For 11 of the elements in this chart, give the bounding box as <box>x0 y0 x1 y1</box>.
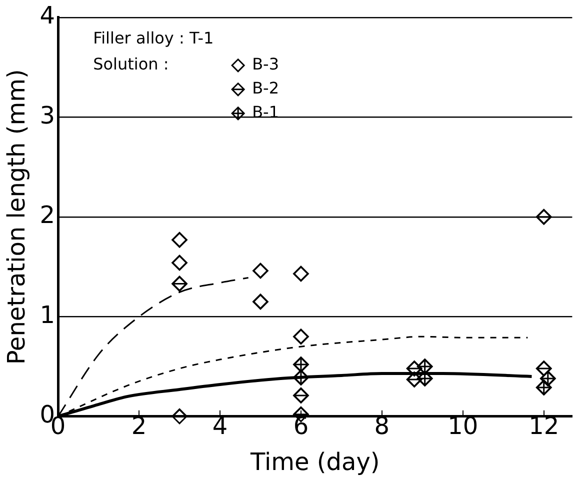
legend-label: B-3 <box>252 54 280 74</box>
legend-title: Solution : <box>93 54 169 74</box>
x-tick-label: 4 <box>212 412 228 440</box>
y-tick-label: 4 <box>40 2 56 30</box>
y-tick-label: 2 <box>40 201 56 230</box>
annotation: Filler alloy : T-1 <box>93 28 214 48</box>
legend-label: B-2 <box>252 78 280 98</box>
y-tick-label: 3 <box>40 101 56 130</box>
y-tick-label: 1 <box>40 300 56 329</box>
y-axis-title: Penetration length (mm) <box>2 69 31 365</box>
x-axis-title: Time (day) <box>250 448 380 476</box>
